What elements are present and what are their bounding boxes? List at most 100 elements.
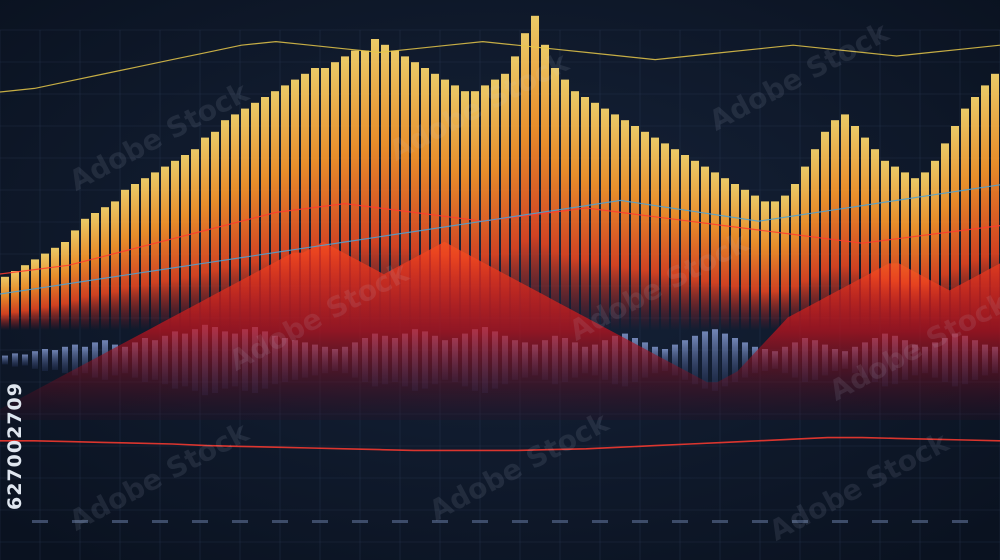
low-bar (42, 349, 48, 371)
tick-mark (632, 520, 648, 523)
bar (401, 56, 409, 331)
low-bar (702, 331, 708, 389)
bar (451, 85, 459, 331)
bar (811, 149, 819, 330)
tick-mark (512, 520, 528, 523)
series-line (0, 40, 1000, 93)
bar (641, 131, 649, 330)
bar (941, 143, 949, 330)
bar (541, 44, 549, 331)
tick-mark (712, 520, 728, 523)
bar (551, 68, 559, 330)
bar (861, 137, 869, 330)
bar (781, 195, 789, 330)
bar (411, 62, 419, 330)
bar (711, 172, 719, 330)
bar (471, 91, 479, 330)
bar (251, 102, 259, 330)
low-bar (52, 350, 58, 370)
bar (131, 184, 139, 330)
bar (931, 160, 939, 330)
bar (31, 259, 39, 330)
area-series (0, 241, 1000, 420)
bar (681, 155, 689, 330)
bar (231, 114, 239, 331)
bar (791, 184, 799, 330)
tick-mark (192, 520, 208, 523)
bar (981, 85, 989, 331)
low-bar (2, 355, 8, 365)
bar (881, 160, 889, 330)
tick-mark (872, 520, 888, 523)
bar (731, 184, 739, 330)
low-bar (72, 344, 78, 376)
bar (81, 218, 89, 330)
bar (751, 195, 759, 330)
tick-mark (472, 520, 488, 523)
bar-series (1, 15, 999, 331)
tick-mark (672, 520, 688, 523)
tick-mark (912, 520, 928, 523)
tick-marks (32, 520, 968, 523)
bar (901, 172, 909, 330)
tick-mark (792, 520, 808, 523)
bar (531, 15, 539, 331)
bar (341, 56, 349, 331)
bar (381, 44, 389, 331)
bar (721, 178, 729, 330)
bar (671, 149, 679, 330)
bar (91, 213, 99, 330)
bar (371, 39, 379, 330)
line-series (0, 40, 1000, 452)
bar (891, 166, 899, 330)
side-id-label: 627002709 (4, 382, 26, 510)
bar (461, 91, 469, 330)
low-bar (682, 340, 688, 380)
bar (971, 97, 979, 330)
bar (591, 102, 599, 330)
tick-mark (952, 520, 968, 523)
bar (201, 137, 209, 330)
low-bar (32, 351, 38, 369)
bar (511, 56, 519, 331)
bar (331, 62, 339, 330)
bar (161, 166, 169, 330)
bar (961, 108, 969, 330)
series-line (0, 184, 1000, 295)
bar (581, 97, 589, 330)
bar (301, 73, 309, 331)
bar (501, 73, 509, 331)
tick-mark (72, 520, 88, 523)
low-bar (82, 346, 88, 374)
bar (491, 79, 499, 330)
bar (71, 230, 79, 330)
bar (111, 201, 119, 330)
bar (761, 201, 769, 330)
bar (311, 68, 319, 330)
tick-mark (272, 520, 288, 523)
tick-mark (112, 520, 128, 523)
tick-mark (312, 520, 328, 523)
bar (911, 178, 919, 330)
low-bar (692, 335, 698, 385)
bar (841, 114, 849, 331)
low-bar (722, 333, 728, 387)
series-line (0, 436, 1000, 452)
bar (741, 189, 749, 330)
bar (271, 91, 279, 330)
low-bar (22, 354, 28, 366)
tick-mark (552, 520, 568, 523)
bar (651, 137, 659, 330)
bar (601, 108, 609, 330)
bar (521, 33, 529, 330)
bar (661, 143, 669, 330)
low-bar (742, 342, 748, 378)
bar (361, 50, 369, 330)
bar (831, 120, 839, 330)
low-bar (712, 329, 718, 391)
tick-mark (232, 520, 248, 523)
bar (41, 253, 49, 330)
tick-mark (432, 520, 448, 523)
tick-mark (32, 520, 48, 523)
tick-mark (832, 520, 848, 523)
